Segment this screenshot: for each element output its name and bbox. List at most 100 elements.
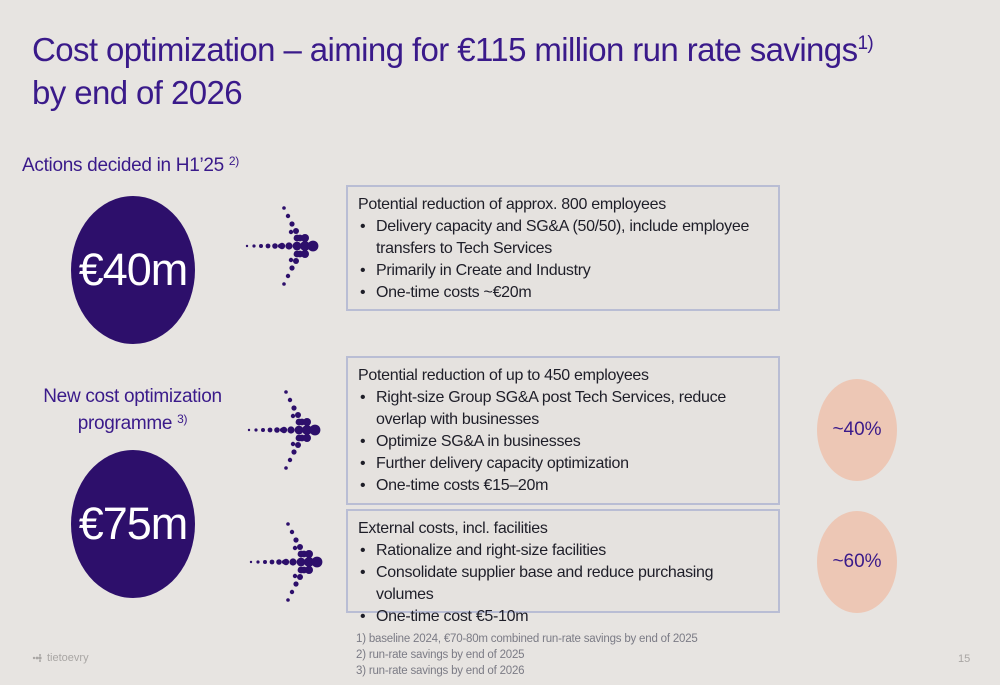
arrow-dot xyxy=(261,428,265,432)
arrow-dot xyxy=(272,243,278,249)
arrow-dot xyxy=(289,221,295,227)
footnote-3: 3) run-rate savings by end of 2026 xyxy=(356,665,525,677)
title-footnote-ref: 1) xyxy=(857,33,874,54)
arrow-dot xyxy=(254,428,258,432)
list-item: One-time costs €15–20m xyxy=(358,475,768,497)
arrow-dot xyxy=(269,559,275,565)
arrow-dot xyxy=(245,244,249,248)
arrow-dot xyxy=(247,428,251,432)
arrow-dot xyxy=(291,449,297,455)
arrow-dot xyxy=(288,257,294,263)
arrow-dot xyxy=(293,234,301,242)
actions-label-text: Actions decided in H1’25 xyxy=(22,155,224,176)
programme-footnote-ref: 3) xyxy=(177,412,188,426)
arrow-dot xyxy=(276,559,282,565)
arrow-dot xyxy=(284,466,288,470)
company-logo: tietoevry xyxy=(32,652,89,664)
list-item: Further delivery capacity optimization xyxy=(358,453,768,475)
arrow-dot xyxy=(256,560,260,564)
arrow-dot xyxy=(292,545,298,551)
arrow-dot xyxy=(295,418,303,426)
arrow-dot xyxy=(265,243,271,249)
arrow-dot xyxy=(287,426,295,434)
logo-text: tietoevry xyxy=(47,652,89,664)
arrow-dot xyxy=(297,574,303,580)
actions-detail-box: Potential reduction of approx. 800 emplo… xyxy=(346,185,780,311)
arrow-dot xyxy=(293,537,299,543)
list-item: Right-size Group SG&A post Tech Services… xyxy=(358,387,768,431)
page-title: Cost optimization – aiming for €115 mill… xyxy=(32,28,952,114)
actions-savings-circle: €40m xyxy=(71,196,195,344)
arrow-dot xyxy=(287,397,293,403)
actions-label: Actions decided in H1’25 2) xyxy=(22,155,239,177)
programme-savings-amount: €75m xyxy=(78,498,189,549)
arrow-dot xyxy=(303,418,311,426)
programme-label: New cost optimization programme 3) xyxy=(30,383,235,437)
arrow-dot xyxy=(282,206,286,210)
arrow-dot xyxy=(297,544,303,550)
arrow-dot xyxy=(285,273,291,279)
list-item: Delivery capacity and SG&A (50/50), incl… xyxy=(358,216,768,260)
actions-savings-amount: €40m xyxy=(78,244,189,295)
actions-footnote-ref: 2) xyxy=(228,154,239,168)
list-item: One-time costs ~€20m xyxy=(358,282,768,304)
arrow-dot xyxy=(286,598,290,602)
page-number: 15 xyxy=(958,653,971,665)
arrow-dot xyxy=(305,566,313,574)
arrow-dot xyxy=(290,441,296,447)
arrow-dot xyxy=(267,427,273,433)
arrow-dot xyxy=(297,566,305,574)
headcount-box-heading: Potential reduction of up to 450 employe… xyxy=(358,367,649,384)
arrow-dot xyxy=(305,550,313,558)
external-costs-share-value: ~60% xyxy=(832,551,882,572)
arrow-dot xyxy=(289,589,295,595)
arrow-dot xyxy=(290,413,296,419)
arrow-dot xyxy=(303,434,311,442)
arrow-dot xyxy=(295,412,301,418)
headcount-share-badge: ~40% xyxy=(817,379,897,481)
arrow-dot xyxy=(249,560,253,564)
arrow-dot xyxy=(291,405,297,411)
programme-label-line-2: programme xyxy=(77,413,173,434)
programme-label-line-1: New cost optimization xyxy=(43,386,222,407)
arrow-dot xyxy=(294,425,304,435)
footnote-2: 2) run-rate savings by end of 2025 xyxy=(356,649,525,661)
external-costs-bullet-list: Rationalize and right-size facilities Co… xyxy=(358,540,768,628)
footnotes: 1) baseline 2024, €70-80m combined run-r… xyxy=(356,631,698,679)
arrow-dot xyxy=(292,241,302,251)
arrow-dot xyxy=(263,560,267,564)
headcount-bullet-list: Right-size Group SG&A post Tech Services… xyxy=(358,387,768,497)
arrow-dot xyxy=(289,265,295,271)
external-costs-box-heading: External costs, incl. facilities xyxy=(358,520,548,537)
arrow-dot xyxy=(282,282,286,286)
arrow-dot xyxy=(304,557,314,567)
arrow-dot xyxy=(293,581,299,587)
actions-bullet-list: Delivery capacity and SG&A (50/50), incl… xyxy=(358,216,768,304)
arrow-dot xyxy=(259,244,263,248)
arrow-dot xyxy=(297,550,305,558)
list-item: Consolidate supplier base and reduce pur… xyxy=(358,562,768,606)
list-item: Primarily in Create and Industry xyxy=(358,260,768,282)
list-item: One-time cost €5-10m xyxy=(358,606,768,628)
arrow-dot xyxy=(300,241,310,251)
arrow-dot xyxy=(295,442,301,448)
arrow-dot xyxy=(309,424,321,436)
external-costs-share-badge: ~60% xyxy=(817,511,897,613)
title-line-2: by end of 2026 xyxy=(32,74,243,111)
list-item: Rationalize and right-size facilities xyxy=(358,540,768,562)
arrow-dot xyxy=(285,242,293,250)
list-item: Optimize SG&A in businesses xyxy=(358,431,768,453)
arrow-dot xyxy=(292,573,298,579)
arrow-dot xyxy=(288,229,294,235)
footnote-1: 1) baseline 2024, €70-80m combined run-r… xyxy=(356,633,698,645)
arrow-dot xyxy=(293,258,299,264)
arrow-dot xyxy=(289,558,297,566)
arrow-dot xyxy=(301,234,309,242)
dotted-arrow-icon-1 xyxy=(245,206,319,286)
actions-box-heading: Potential reduction of approx. 800 emplo… xyxy=(358,196,666,213)
arrow-dot xyxy=(293,250,301,258)
arrow-dot xyxy=(296,557,306,567)
headcount-detail-box: Potential reduction of up to 450 employe… xyxy=(346,356,780,505)
arrow-dot xyxy=(289,529,295,535)
arrow-dot xyxy=(301,250,309,258)
